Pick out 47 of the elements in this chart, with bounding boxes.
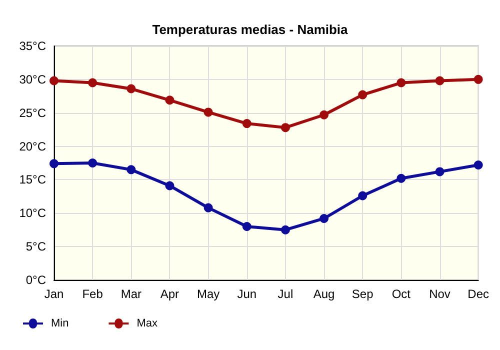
point [126, 84, 136, 94]
point [165, 96, 174, 105]
point [242, 119, 252, 128]
point [358, 90, 368, 100]
x-tick-label: Jun [237, 287, 257, 301]
y-tick-label: 25°C [19, 106, 46, 120]
legend-label: Max [136, 318, 158, 330]
legend-label: Min [51, 318, 69, 330]
chart-title: Temperaturas medias - Namibia [152, 22, 349, 37]
point [320, 214, 329, 223]
point [396, 174, 406, 183]
point [435, 76, 444, 86]
point [280, 123, 290, 132]
y-tick-label: 10°C [19, 206, 46, 220]
x-tick-label: May [196, 287, 220, 301]
point [165, 181, 174, 190]
x-tick-label: Jan [44, 287, 64, 301]
x-tick-label: Jul [278, 287, 294, 301]
point [126, 165, 136, 174]
y-tick-label: 35°C [19, 39, 46, 53]
point [435, 167, 444, 176]
x-tick-label: Aug [313, 287, 335, 301]
x-tick-label: Nov [429, 287, 450, 301]
y-tick-label: 15°C [19, 172, 46, 187]
point [50, 76, 58, 86]
point [204, 203, 213, 212]
x-tick-label: Apr [160, 287, 180, 301]
point [474, 74, 483, 84]
x-tick-label: Dec [468, 287, 489, 301]
point [204, 108, 213, 117]
point [396, 78, 406, 88]
y-tick-label: 20°C [19, 139, 46, 154]
point [358, 191, 368, 200]
y-tick-label: 0°C [26, 273, 46, 287]
point [320, 110, 329, 120]
point [88, 78, 98, 88]
point [474, 160, 483, 170]
x-tick-label: Sep [352, 287, 374, 301]
y-tick-label: 5°C [26, 240, 46, 254]
point [280, 225, 290, 234]
x-tick-label: Feb [82, 287, 104, 301]
point [88, 158, 98, 168]
x-tick-label: Mar [120, 287, 142, 301]
point [50, 159, 58, 168]
x-tick-label: Oct [392, 287, 412, 301]
point [242, 222, 252, 232]
y-tick-label: 30°C [19, 72, 46, 86]
